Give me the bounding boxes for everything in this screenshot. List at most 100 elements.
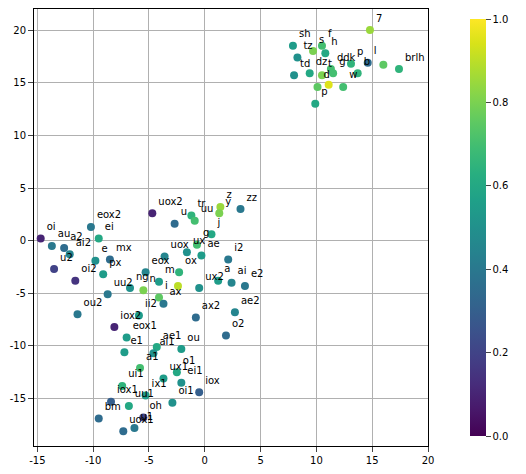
svg-text:ax2: ax2 xyxy=(202,300,220,311)
svg-text:l: l xyxy=(374,45,377,56)
svg-text:ix1: ix1 xyxy=(152,378,167,389)
svg-text:ou2: ou2 xyxy=(84,297,103,308)
svg-text:p: p xyxy=(321,86,327,97)
svg-text:o2: o2 xyxy=(232,318,244,329)
svg-text:ae1: ae1 xyxy=(163,330,182,341)
svg-text:-5: -5 xyxy=(144,455,154,466)
svg-text:au: au xyxy=(58,228,70,239)
svg-text:20: 20 xyxy=(13,25,26,36)
svg-text:ii2: ii2 xyxy=(145,298,157,309)
svg-text:u: u xyxy=(181,206,187,217)
svg-text:sh: sh xyxy=(299,28,311,39)
svg-text:ou: ou xyxy=(187,332,199,343)
svg-text:uu2: uu2 xyxy=(114,277,133,288)
svg-text:d: d xyxy=(324,69,330,80)
svg-text:oh: oh xyxy=(149,400,161,411)
svg-text:f: f xyxy=(328,28,332,39)
svg-text:z: z xyxy=(226,189,231,200)
svg-text:ux1: ux1 xyxy=(169,361,188,372)
svg-text:brlh: brlh xyxy=(405,52,425,63)
svg-text:ae2: ae2 xyxy=(241,295,260,306)
svg-text:u2: u2 xyxy=(60,252,73,263)
svg-text:iox2: iox2 xyxy=(120,310,141,321)
svg-text:s: s xyxy=(319,34,324,45)
svg-text:ei: ei xyxy=(105,221,114,232)
svg-text:n: n xyxy=(149,273,155,284)
svg-text:-15: -15 xyxy=(10,393,26,404)
svg-text:-10: -10 xyxy=(10,340,26,351)
svg-text:g: g xyxy=(339,56,345,67)
svg-text:0: 0 xyxy=(20,235,26,246)
svg-text:-10: -10 xyxy=(85,455,101,466)
svg-text:15: 15 xyxy=(13,77,26,88)
svg-text:i: i xyxy=(165,280,168,291)
svg-text:h: h xyxy=(331,36,337,47)
svg-text:dz: dz xyxy=(316,56,328,67)
svg-text:eox1: eox1 xyxy=(133,320,157,331)
svg-text:uox: uox xyxy=(171,239,189,250)
svg-text:ai2: ai2 xyxy=(76,237,91,248)
svg-text:10: 10 xyxy=(13,130,26,141)
svg-text:5: 5 xyxy=(20,183,26,194)
svg-text:0.0: 0.0 xyxy=(493,431,509,442)
svg-text:j: j xyxy=(216,217,220,228)
svg-text:a2: a2 xyxy=(70,231,83,242)
svg-text:0.6: 0.6 xyxy=(493,180,509,191)
svg-text:ddk: ddk xyxy=(337,52,356,63)
svg-text:ai: ai xyxy=(238,265,247,276)
svg-text:-15: -15 xyxy=(29,455,45,466)
svg-text:10: 10 xyxy=(310,455,323,466)
svg-text:uox1: uox1 xyxy=(129,414,153,425)
svg-text:-5: -5 xyxy=(16,288,26,299)
svg-text:0: 0 xyxy=(202,455,208,466)
svg-text:ox: ox xyxy=(185,255,197,266)
svg-text:ux: ux xyxy=(193,235,205,246)
svg-text:ei1: ei1 xyxy=(187,365,202,376)
svg-text:t: t xyxy=(328,58,332,69)
svg-text:w: w xyxy=(349,69,357,80)
svg-text:ae: ae xyxy=(207,238,219,249)
svg-text:ai1: ai1 xyxy=(159,336,174,347)
svg-text:e: e xyxy=(101,243,107,254)
svg-text:oi: oi xyxy=(47,221,56,232)
svg-text:tz: tz xyxy=(303,40,312,51)
svg-text:5: 5 xyxy=(257,455,263,466)
svg-text:a1: a1 xyxy=(146,351,159,362)
svg-text:u1: u1 xyxy=(140,411,153,422)
svg-text:g: g xyxy=(203,227,209,238)
svg-text:0.4: 0.4 xyxy=(493,264,509,275)
svg-text:1.0: 1.0 xyxy=(493,14,509,25)
svg-text:b: b xyxy=(364,56,370,67)
svg-text:zz: zz xyxy=(246,192,256,203)
svg-text:e1: e1 xyxy=(130,335,143,346)
svg-text:ux2: ux2 xyxy=(205,271,224,282)
svg-text:mx: mx xyxy=(116,242,132,253)
svg-text:ui1: ui1 xyxy=(128,368,143,379)
svg-text:i2: i2 xyxy=(234,242,243,253)
svg-text:uu: uu xyxy=(201,203,214,214)
svg-text:20: 20 xyxy=(422,455,435,466)
svg-text:tr: tr xyxy=(197,198,206,209)
svg-text:o1: o1 xyxy=(183,355,195,366)
svg-text:oi1: oi1 xyxy=(178,385,193,396)
svg-text:15: 15 xyxy=(366,455,379,466)
svg-text:ng: ng xyxy=(136,271,149,282)
svg-text:px: px xyxy=(109,257,121,268)
svg-text:0.2: 0.2 xyxy=(493,347,509,358)
svg-text:0.8: 0.8 xyxy=(493,97,509,108)
svg-text:iox1: iox1 xyxy=(117,384,138,395)
svg-text:td: td xyxy=(300,58,310,69)
svg-text:7: 7 xyxy=(376,13,382,24)
svg-text:eox: eox xyxy=(152,255,170,266)
svg-text:e2: e2 xyxy=(251,268,264,279)
svg-text:y: y xyxy=(225,196,231,207)
svg-text:bm: bm xyxy=(105,401,121,412)
svg-text:ax: ax xyxy=(169,286,181,297)
svg-text:uox2: uox2 xyxy=(158,196,182,207)
svg-text:oi2: oi2 xyxy=(81,263,96,274)
svg-text:uu1: uu1 xyxy=(135,388,154,399)
svg-text:iox: iox xyxy=(205,375,220,386)
svg-text:a: a xyxy=(224,263,230,274)
svg-text:eox2: eox2 xyxy=(97,209,121,220)
svg-text:p: p xyxy=(357,46,363,57)
